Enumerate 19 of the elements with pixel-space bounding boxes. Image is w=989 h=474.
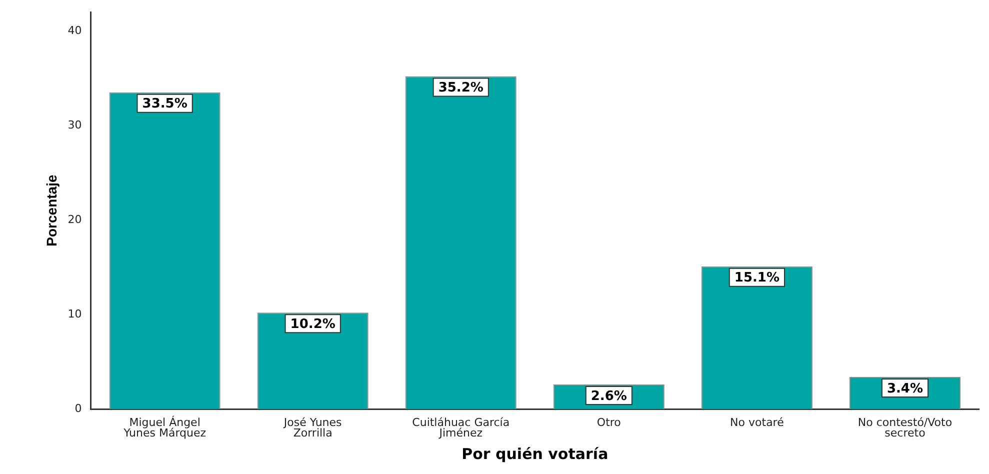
data-label: 33.5% — [142, 96, 188, 112]
y-tick-label: 10 — [68, 307, 82, 320]
data-label: 15.1% — [734, 270, 780, 286]
x-tick-label: Miguel Ángel Yunes Márquez — [122, 415, 206, 440]
x-axis-title: Por quién votaría — [462, 444, 608, 463]
x-tick-label: José Yunes Zorrilla — [282, 416, 342, 440]
y-axis-title: Porcentaje — [43, 174, 60, 246]
data-label: 35.2% — [438, 80, 484, 96]
x-tick-label: No votaré — [730, 416, 784, 430]
y-tick-label: 30 — [68, 118, 82, 132]
y-tick-label: 40 — [68, 24, 82, 37]
y-tick-label: 0 — [74, 402, 82, 415]
y-tick-label: 20 — [68, 212, 82, 226]
data-label: 3.4% — [886, 381, 924, 396]
x-tick-label: No contestó/Voto secreto — [858, 416, 952, 440]
x-tick-label: Cuitláhuac García Jiménez — [412, 416, 510, 440]
data-label: 2.6% — [590, 388, 627, 404]
x-tick-label: Otro — [596, 416, 622, 430]
data-label: 10.2% — [290, 317, 336, 332]
